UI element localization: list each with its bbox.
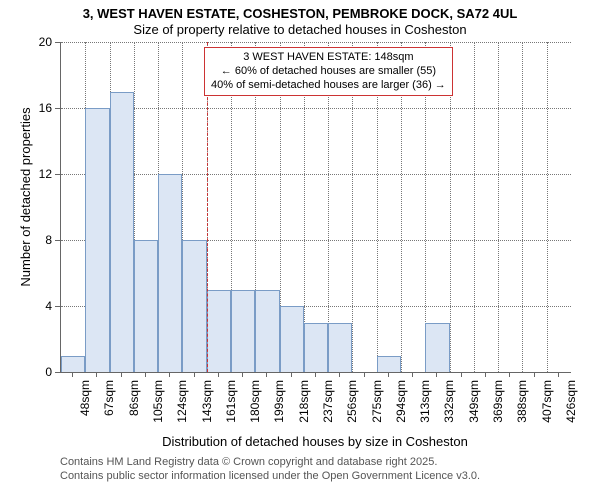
- xtick-label: 349sqm: [467, 380, 481, 440]
- xtick-label: 388sqm: [515, 380, 529, 440]
- ytick-mark: [55, 174, 60, 175]
- xtick-label: 105sqm: [151, 380, 165, 440]
- xtick-mark: [242, 372, 243, 377]
- xtick-label: 332sqm: [442, 380, 456, 440]
- histogram-bar: [425, 323, 449, 373]
- chart-title-line2: Size of property relative to detached ho…: [0, 22, 600, 37]
- y-axis-label: Number of detached properties: [18, 97, 33, 297]
- gridline-v: [547, 42, 548, 372]
- xtick-label: 369sqm: [491, 380, 505, 440]
- ytick-mark: [55, 306, 60, 307]
- gridline-h: [61, 174, 571, 175]
- histogram-bar: [110, 92, 134, 373]
- xtick-mark: [339, 372, 340, 377]
- histogram-bar: [231, 290, 255, 373]
- histogram-bar: [61, 356, 85, 373]
- xtick-label: 86sqm: [127, 380, 141, 440]
- ytick-mark: [55, 372, 60, 373]
- plot-area: 3 WEST HAVEN ESTATE: 148sqm← 60% of deta…: [60, 42, 571, 373]
- xtick-mark: [436, 372, 437, 377]
- xtick-mark: [315, 372, 316, 377]
- xtick-mark: [96, 372, 97, 377]
- xtick-mark: [485, 372, 486, 377]
- xtick-mark: [388, 372, 389, 377]
- xtick-label: 143sqm: [200, 380, 214, 440]
- xtick-mark: [291, 372, 292, 377]
- xtick-mark: [364, 372, 365, 377]
- annotation-line: 40% of semi-detached houses are larger (…: [211, 79, 446, 93]
- gridline-h: [61, 42, 571, 43]
- gridline-v: [498, 42, 499, 372]
- xtick-mark: [534, 372, 535, 377]
- xtick-mark: [72, 372, 73, 377]
- annotation-line: 3 WEST HAVEN ESTATE: 148sqm: [211, 51, 446, 65]
- ytick-label: 12: [30, 167, 52, 181]
- histogram-bar: [85, 108, 109, 372]
- ytick-label: 8: [30, 233, 52, 247]
- xtick-label: 218sqm: [297, 380, 311, 440]
- xtick-mark: [266, 372, 267, 377]
- xtick-mark: [461, 372, 462, 377]
- ytick-label: 4: [30, 299, 52, 313]
- ytick-mark: [55, 240, 60, 241]
- xtick-label: 426sqm: [564, 380, 578, 440]
- footer-line-1: Contains HM Land Registry data © Crown c…: [60, 456, 437, 468]
- xtick-label: 313sqm: [418, 380, 432, 440]
- xtick-label: 256sqm: [345, 380, 359, 440]
- histogram-bar: [280, 306, 304, 372]
- xtick-label: 275sqm: [370, 380, 384, 440]
- gridline-v: [474, 42, 475, 372]
- annotation-box: 3 WEST HAVEN ESTATE: 148sqm← 60% of deta…: [204, 47, 453, 96]
- xtick-mark: [558, 372, 559, 377]
- xtick-mark: [145, 372, 146, 377]
- histogram-bar: [304, 323, 328, 373]
- histogram-bar: [158, 174, 182, 372]
- xtick-label: 180sqm: [248, 380, 262, 440]
- ytick-label: 16: [30, 101, 52, 115]
- histogram-bar: [328, 323, 352, 373]
- xtick-mark: [194, 372, 195, 377]
- chart-container: 3, WEST HAVEN ESTATE, COSHESTON, PEMBROK…: [0, 0, 600, 500]
- gridline-h: [61, 108, 571, 109]
- ytick-mark: [55, 42, 60, 43]
- xtick-mark: [121, 372, 122, 377]
- xtick-mark: [412, 372, 413, 377]
- histogram-bar: [207, 290, 231, 373]
- gridline-v: [522, 42, 523, 372]
- xtick-label: 407sqm: [540, 380, 554, 440]
- footer-line-2: Contains public sector information licen…: [60, 470, 480, 482]
- xtick-mark: [509, 372, 510, 377]
- xtick-label: 161sqm: [224, 380, 238, 440]
- ytick-mark: [55, 108, 60, 109]
- ytick-label: 20: [30, 35, 52, 49]
- xtick-mark: [218, 372, 219, 377]
- histogram-bar: [182, 240, 206, 372]
- xtick-mark: [169, 372, 170, 377]
- xtick-label: 294sqm: [394, 380, 408, 440]
- xtick-label: 48sqm: [78, 380, 92, 440]
- xtick-label: 124sqm: [175, 380, 189, 440]
- histogram-bar: [255, 290, 279, 373]
- histogram-bar: [134, 240, 158, 372]
- ytick-label: 0: [30, 365, 52, 379]
- histogram-bar: [377, 356, 401, 373]
- chart-title-line1: 3, WEST HAVEN ESTATE, COSHESTON, PEMBROK…: [0, 6, 600, 21]
- xtick-label: 199sqm: [272, 380, 286, 440]
- xtick-label: 67sqm: [102, 380, 116, 440]
- xtick-label: 237sqm: [321, 380, 335, 440]
- annotation-line: ← 60% of detached houses are smaller (55…: [211, 65, 446, 79]
